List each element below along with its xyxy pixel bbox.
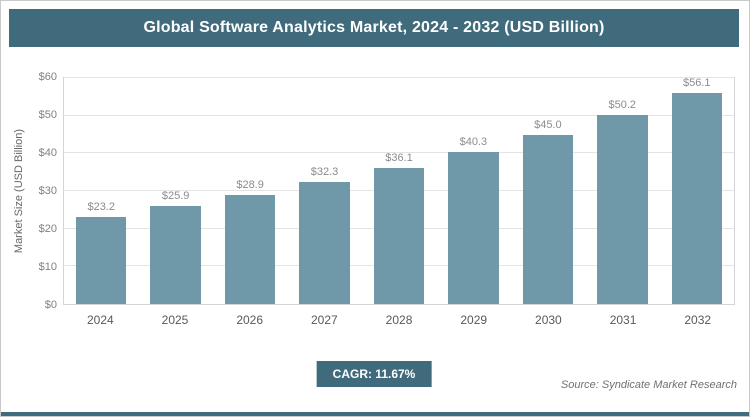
x-tick-label: 2024 (86, 313, 114, 327)
bar-value-label: $56.1 (682, 76, 711, 89)
bars-layer: $23.2 $25.9 $28.9 $32.3 $36.1 $40.3 $45.0 $50.2… (64, 77, 734, 304)
x-tick-label: 2031 (609, 313, 637, 327)
y-axis-ticks: $0 $10 $20 $30 $40 $50 $60 (29, 71, 63, 311)
y-tick-label: $0 (44, 299, 57, 311)
bar (150, 206, 201, 304)
y-axis-title-container: Market Size (USD Billion) (9, 77, 29, 305)
y-tick-label: $10 (38, 261, 57, 274)
bar-group: $56.1 (671, 77, 722, 304)
bar (373, 168, 425, 304)
bar-value-label: $32.3 (310, 166, 339, 179)
x-tick-label: 2032 (684, 313, 712, 327)
bar (671, 92, 722, 304)
bar-value-label: $36.1 (385, 152, 413, 165)
bar-group: $32.3 (299, 78, 350, 304)
x-tick-label: 2027 (311, 313, 338, 327)
x-tick-label: 2025 (161, 313, 189, 327)
bar-value-label: $23.2 (87, 200, 115, 213)
y-tick-label: $20 (38, 223, 57, 236)
cagr-badge: CAGR: 11.67% (316, 361, 432, 387)
bar-value-label: $50.2 (608, 98, 637, 111)
gridline (64, 152, 734, 154)
y-tick-label: $50 (38, 109, 57, 121)
x-axis-labels: 2024 2025 2026 2027 2028 2029 2030 2031 2032 (63, 313, 735, 327)
bar-group: $45.0 (522, 78, 574, 304)
bar-group: $50.2 (597, 78, 648, 304)
gridline (64, 114, 734, 116)
bar-value-label: $25.9 (161, 190, 190, 203)
chart-area: Market Size (USD Billion) $0 $10 $20 $30 $40… (9, 71, 739, 311)
bar (299, 182, 350, 304)
bar-group: $25.9 (150, 78, 201, 304)
bottom-border (1, 412, 749, 416)
x-tick-label: 2026 (236, 313, 264, 327)
bar (522, 134, 574, 304)
y-tick-label: $30 (38, 185, 57, 197)
plot-area: $23.2 $25.9 $28.9 $32.3 $36.1 $40.3 $45.0 $50.2… (63, 77, 735, 305)
y-tick-label: $60 (38, 71, 57, 83)
source-text: Source: Syndicate Market Research (560, 379, 737, 391)
y-axis-title: Market Size (USD Billion) (13, 128, 25, 254)
bar (448, 152, 499, 304)
x-tick-label: 2029 (460, 313, 488, 327)
bar-value-label: $45.0 (534, 118, 562, 131)
bar-value-label: $40.3 (459, 136, 488, 149)
bar-group: $28.9 (224, 78, 276, 304)
y-tick-label: $40 (38, 147, 57, 160)
bar-group: $40.3 (448, 78, 499, 304)
bar-value-label: $28.9 (236, 179, 264, 192)
x-tick-label: 2030 (535, 313, 562, 327)
bar-group: $23.2 (76, 78, 127, 304)
gridline (64, 77, 734, 78)
bar-group: $36.1 (373, 78, 425, 304)
bar (224, 195, 276, 304)
x-tick-label: 2028 (385, 313, 413, 327)
chart-footer: CAGR: 11.67% Source: Syndicate Market Re… (9, 361, 739, 393)
bar (76, 216, 127, 304)
chart-title: Global Software Analytics Market, 2024 -… (9, 9, 739, 47)
bar (597, 114, 648, 304)
